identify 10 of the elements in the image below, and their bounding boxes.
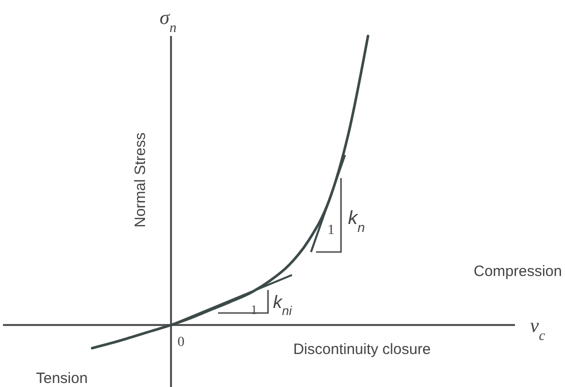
annotation: k$_{ni}$	[273, 292, 294, 318]
annotation: Compression	[474, 263, 562, 280]
text: v$_{c}$	[530, 315, 546, 344]
annotation: k$_{n}$	[348, 208, 365, 234]
text: σ$_{n}$	[160, 7, 176, 36]
annotation: 0	[178, 335, 184, 350]
y-axis-title: Normal Stress	[132, 132, 149, 228]
annotation: 1	[328, 223, 334, 238]
x-axis-title: Discontinuity closure	[293, 341, 431, 358]
text: Tension	[36, 370, 88, 387]
